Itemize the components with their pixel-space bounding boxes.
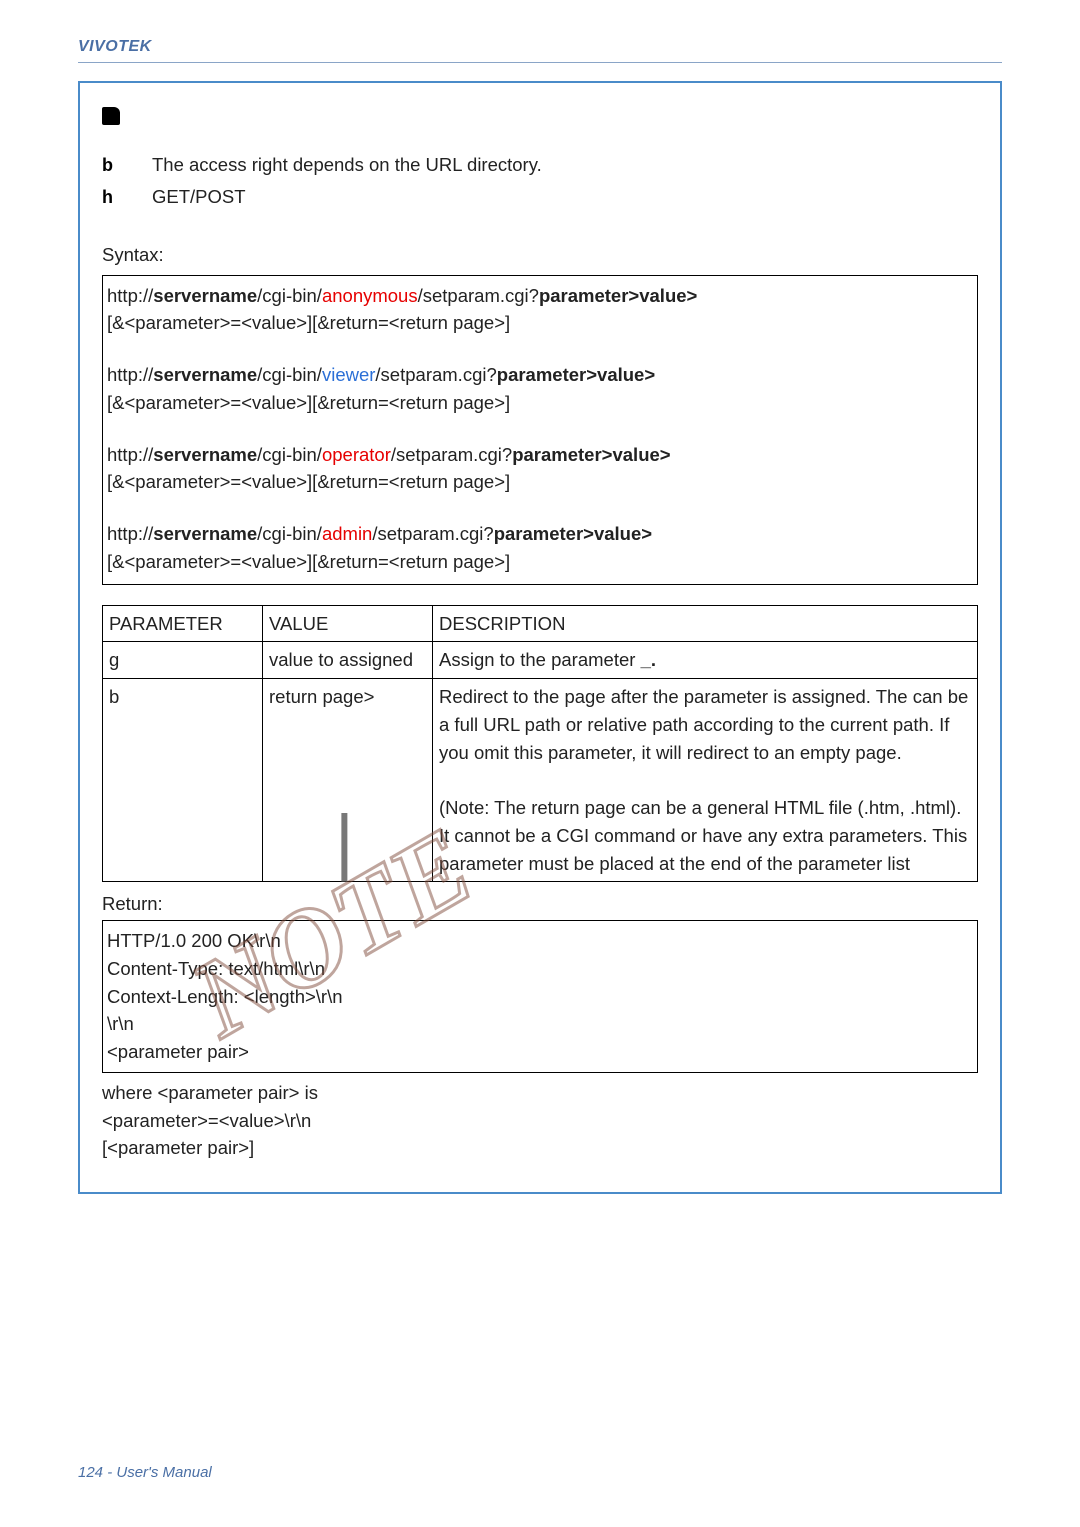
table-row: gvalue to assignedAssign to the paramete… — [103, 642, 978, 679]
return-line: Context-Length: <length>\r\n — [107, 983, 973, 1011]
desc-cell: Redirect to the page after the parameter… — [433, 679, 978, 882]
syntax-block: http://servername/cgi-bin/viewer/setpara… — [107, 361, 973, 417]
return-line: Content-Type: text/html\r\n — [107, 955, 973, 983]
syntax-line: http://servername/cgi-bin/viewer/setpara… — [107, 361, 973, 389]
syntax-line: http://servername/cgi-bin/operator/setpa… — [107, 441, 973, 469]
return-label: Return: — [102, 890, 978, 918]
table-header-row: PARAMETERVALUEDESCRIPTION — [103, 605, 978, 642]
col-description: DESCRIPTION — [433, 605, 978, 642]
param-cell: b — [103, 679, 263, 882]
bullet-icon: h — [102, 184, 116, 211]
col-parameter: PARAMETER — [103, 605, 263, 642]
page-header: VIVOTEK — [0, 38, 1080, 71]
return-explanation: where <parameter pair> is<parameter>=<va… — [102, 1079, 978, 1162]
meta-list: b The access right depends on the URL di… — [102, 151, 978, 211]
return-line: \r\n — [107, 1010, 973, 1038]
method-text: GET/POST — [152, 183, 246, 211]
param-cell: g — [103, 642, 263, 679]
col-value: VALUE — [263, 605, 433, 642]
return-line: <parameter pair> — [107, 1038, 973, 1066]
syntax-block: http://servername/cgi-bin/operator/setpa… — [107, 441, 973, 497]
syntax-box: http://servername/cgi-bin/anonymous/setp… — [102, 275, 978, 585]
desc-cell: Assign to the parameter _. — [433, 642, 978, 679]
document-page: VIVOTEK b The access right depends on th… — [0, 0, 1080, 1527]
header-rule — [78, 62, 1002, 63]
content-frame: b The access right depends on the URL di… — [78, 81, 1002, 1194]
syntax-label: Syntax: — [102, 241, 978, 269]
return-explain-line: [<parameter pair>] — [102, 1134, 978, 1162]
meta-row-access: b The access right depends on the URL di… — [102, 151, 978, 179]
syntax-line: http://servername/cgi-bin/admin/setparam… — [107, 520, 973, 548]
return-line: HTTP/1.0 200 OK\r\n — [107, 927, 973, 955]
value-cell: value to assigned — [263, 642, 433, 679]
parameter-table: PARAMETERVALUEDESCRIPTIONgvalue to assig… — [102, 605, 978, 883]
value-cell: return page> — [263, 679, 433, 882]
syntax-block: http://servername/cgi-bin/anonymous/setp… — [107, 282, 973, 338]
syntax-line: [&<parameter>=<value>][&return=<return p… — [107, 389, 973, 417]
syntax-line: http://servername/cgi-bin/anonymous/setp… — [107, 282, 973, 310]
section-icon — [102, 107, 120, 125]
syntax-line: [&<parameter>=<value>][&return=<return p… — [107, 468, 973, 496]
bullet-icon: b — [102, 152, 116, 179]
table-row: breturn page>Redirect to the page after … — [103, 679, 978, 882]
meta-row-method: h GET/POST — [102, 183, 978, 211]
brand-name: VIVOTEK — [78, 38, 1002, 56]
access-text: The access right depends on the URL dire… — [152, 151, 542, 179]
page-footer: 124 - User's Manual — [78, 1464, 212, 1481]
syntax-block: http://servername/cgi-bin/admin/setparam… — [107, 520, 973, 576]
syntax-line: [&<parameter>=<value>][&return=<return p… — [107, 309, 973, 337]
return-explain-line: where <parameter pair> is — [102, 1079, 978, 1107]
return-box: HTTP/1.0 200 OK\r\nContent-Type: text/ht… — [102, 920, 978, 1073]
syntax-line: [&<parameter>=<value>][&return=<return p… — [107, 548, 973, 576]
return-explain-line: <parameter>=<value>\r\n — [102, 1107, 978, 1135]
